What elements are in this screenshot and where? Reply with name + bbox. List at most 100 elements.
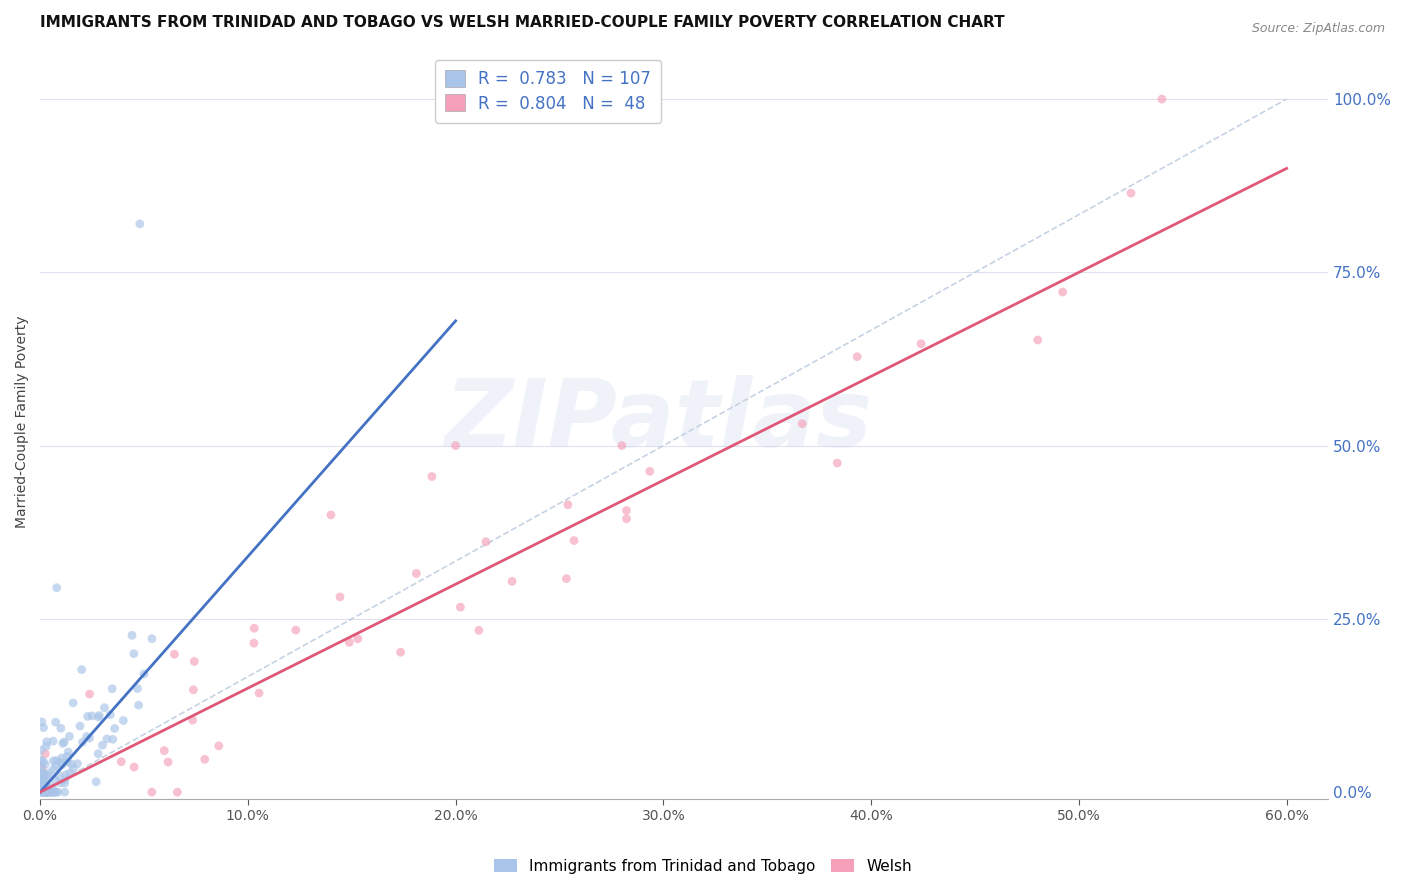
Text: IMMIGRANTS FROM TRINIDAD AND TOBAGO VS WELSH MARRIED-COUPLE FAMILY POVERTY CORRE: IMMIGRANTS FROM TRINIDAD AND TOBAGO VS W… [41,15,1005,30]
Point [31,785,53,799]
Point [53,735,76,749]
Point [37,785,59,799]
Point [89,708,111,723]
Point [122,647,145,661]
Point [32,785,55,799]
Point [166,785,188,799]
Point [45,715,67,730]
Point [346,632,368,646]
Point [41,780,63,795]
Point [44,772,66,787]
Point [475,534,498,549]
Point [910,336,932,351]
Point [792,417,814,431]
Point [444,439,467,453]
Point [1150,92,1173,106]
Point [208,739,231,753]
Point [243,621,266,635]
Point [51,751,73,765]
Point [45,581,67,595]
Point [34,757,56,772]
Point [42,763,65,777]
Point [468,624,491,638]
Point [39,785,62,799]
Point [59,766,82,780]
Point [38,785,60,799]
Point [32,721,55,735]
Point [37,769,59,783]
Point [41,785,63,799]
Point [30,777,52,791]
Point [405,566,427,581]
Point [337,635,360,649]
Point [35,776,58,790]
Point [30,743,52,757]
Point [557,498,579,512]
Point [44,785,66,799]
Y-axis label: Married-Couple Family Poverty: Married-Couple Family Poverty [15,315,30,527]
Point [58,729,80,743]
Text: Source: ZipAtlas.com: Source: ZipAtlas.com [1251,22,1385,36]
Point [93,700,115,714]
Point [41,785,63,799]
Point [183,655,205,669]
Point [30,785,52,799]
Point [616,503,638,517]
Point [56,755,79,769]
Point [31,761,53,775]
Point [127,681,149,696]
Point [38,765,60,780]
Point [104,722,127,736]
Point [610,439,633,453]
Point [30,765,52,780]
Point [87,710,110,724]
Point [825,456,848,470]
Point [37,783,59,797]
Point [501,574,523,589]
Point [56,749,79,764]
Point [91,738,114,752]
Point [153,744,176,758]
Point [555,572,578,586]
Point [45,759,67,773]
Point [79,731,101,746]
Point [1052,285,1074,299]
Point [181,713,204,727]
Point [42,754,65,768]
Point [846,350,869,364]
Point [52,736,75,750]
Point [31,785,53,799]
Point [194,752,217,766]
Point [30,776,52,790]
Point [45,754,67,768]
Point [30,777,52,791]
Point [616,512,638,526]
Point [30,770,52,784]
Point [41,785,63,799]
Point [87,747,110,761]
Point [53,785,76,799]
Point [70,663,93,677]
Point [44,785,66,799]
Point [35,785,58,799]
Point [32,785,55,799]
Point [66,756,89,771]
Point [72,735,94,749]
Point [389,645,412,659]
Point [284,623,307,637]
Text: ZIPatlas: ZIPatlas [444,376,873,467]
Point [132,667,155,681]
Point [1119,186,1142,200]
Point [128,217,150,231]
Point [98,707,121,722]
Point [319,508,342,522]
Point [35,735,58,749]
Point [141,785,163,799]
Point [141,632,163,646]
Legend: Immigrants from Trinidad and Tobago, Welsh: Immigrants from Trinidad and Tobago, Wel… [488,853,918,880]
Point [31,775,53,789]
Point [30,772,52,787]
Point [112,714,135,728]
Point [48,769,70,783]
Point [101,732,124,747]
